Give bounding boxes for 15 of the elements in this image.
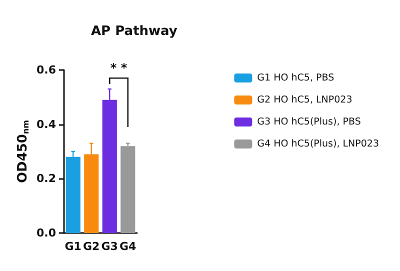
chart-title: AP Pathway (91, 24, 178, 39)
y-tick-label: 0.0 (36, 226, 56, 240)
x-tick-label: G2 (83, 240, 100, 253)
x-tick-label: G3 (101, 240, 118, 253)
x-tick-label: G1 (64, 240, 82, 253)
y-tick-label: 0.4 (36, 118, 56, 131)
x-tick-label: G4 (120, 240, 137, 253)
legend-label: G2 HO hC5, LNP023 (257, 94, 352, 106)
y-tick-label: 0.2 (36, 172, 56, 186)
annotation: * * (110, 61, 128, 76)
y-axis-title: OD450nm (16, 120, 30, 184)
legend-label: G1 HO hC5, PBS (257, 72, 334, 84)
y-tick-label: 0.6 (36, 64, 56, 76)
legend-label: G3 HO hC5(Plus), PBS (257, 116, 361, 128)
legend-label: G4 HO hC5(Plus), LNP023 (257, 138, 380, 150)
